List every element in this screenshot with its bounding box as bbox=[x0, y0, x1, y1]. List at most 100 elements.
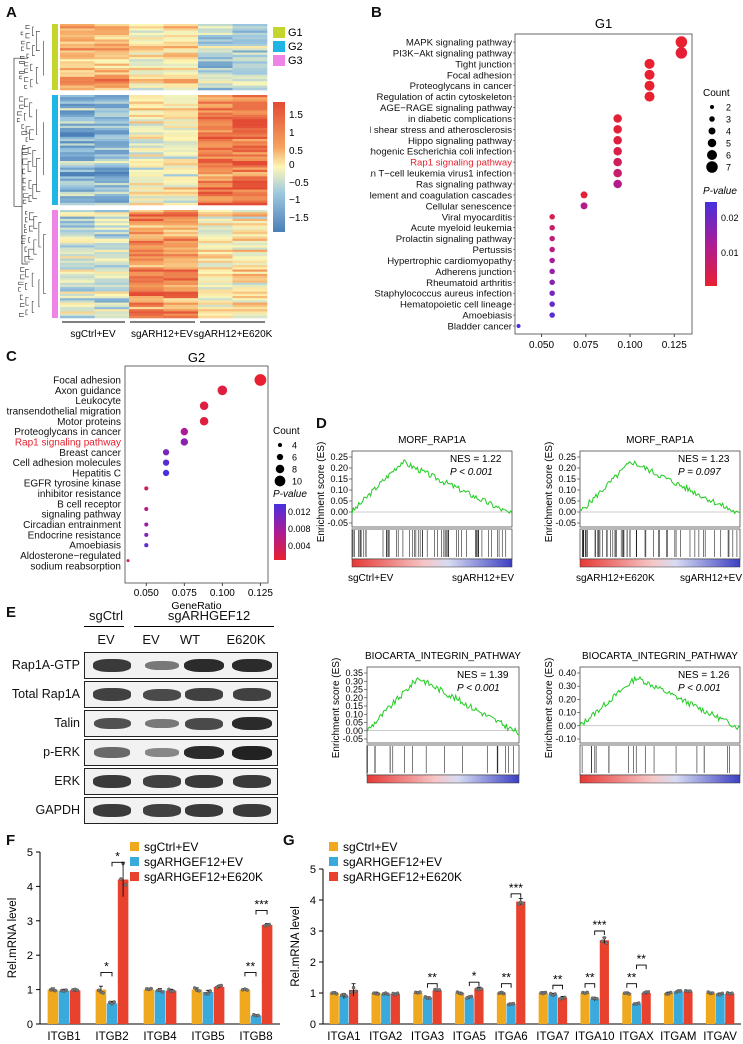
heatmap-cell bbox=[129, 267, 164, 270]
heatmap-cell bbox=[129, 130, 164, 133]
dendrogram-branch bbox=[43, 234, 46, 294]
gsea-title: MORF_RAP1A bbox=[626, 435, 694, 446]
heatmap-cell bbox=[94, 240, 130, 244]
heatmap-cell bbox=[232, 225, 268, 228]
heatmap-cell bbox=[60, 311, 95, 314]
heatmap-cell bbox=[198, 243, 233, 246]
heatmap-cell bbox=[198, 174, 233, 177]
heatmap-cell bbox=[163, 167, 199, 171]
heatmap-cell bbox=[60, 234, 95, 237]
heatmap-cell bbox=[60, 143, 95, 146]
go-term-label: B cell receptor bbox=[57, 499, 122, 510]
heatmap-cell bbox=[60, 267, 95, 270]
go-term-label: Fluid shear stress and atherosclerosis bbox=[370, 125, 512, 136]
heatmap-cell bbox=[60, 28, 95, 31]
enrichment-dot bbox=[126, 559, 130, 563]
dendrogram-branch bbox=[19, 294, 23, 300]
legend-label-g3: G3 bbox=[288, 55, 303, 67]
significance-bracket bbox=[510, 893, 522, 898]
plot-frame bbox=[124, 365, 269, 584]
blot-band bbox=[184, 745, 224, 760]
heatmap-cell bbox=[163, 54, 199, 58]
heatmap-cell bbox=[129, 260, 164, 264]
bar bbox=[381, 993, 391, 1024]
enrichment-dot bbox=[144, 543, 149, 548]
heatmap-cell bbox=[60, 87, 95, 91]
heatmap-cell bbox=[198, 139, 233, 142]
heatmap-cell bbox=[198, 194, 233, 197]
heatmap-cell bbox=[163, 134, 199, 138]
heatmap-cell bbox=[232, 284, 268, 288]
heatmap-cell bbox=[232, 65, 268, 69]
heatmap-cell bbox=[232, 216, 268, 220]
pvalue-tick: 0.012 bbox=[288, 507, 311, 517]
heatmap-cell bbox=[94, 136, 130, 140]
enrichment-dot bbox=[613, 157, 622, 167]
go-term-label: Focal adhesion bbox=[53, 376, 121, 387]
enrichment-dot bbox=[199, 417, 209, 426]
heatmap-cell bbox=[94, 57, 130, 60]
heatmap-cell bbox=[129, 119, 164, 122]
heatmap-cell bbox=[163, 254, 199, 257]
heatmap-cell bbox=[232, 243, 268, 246]
heatmap-cell bbox=[232, 150, 268, 153]
gsea-es-frame bbox=[351, 450, 513, 528]
heatmap-cell bbox=[198, 269, 233, 272]
heatmap-cell bbox=[60, 174, 95, 177]
heatmap-cell bbox=[94, 26, 130, 29]
dendrogram-branch bbox=[25, 211, 28, 215]
blot-band bbox=[145, 748, 179, 757]
panel-label-b: B bbox=[371, 4, 382, 21]
go-term-label: Staphylococcus aureus infection bbox=[374, 289, 512, 300]
heatmap-cell bbox=[94, 99, 130, 102]
y-tick-label: 0.40 bbox=[558, 668, 576, 678]
heatmap-cell bbox=[60, 150, 95, 153]
heatmap-cell bbox=[163, 296, 199, 299]
heatmap-cell bbox=[198, 229, 233, 233]
size-legend-label: 2 bbox=[726, 103, 731, 113]
x-tick-label: 0.075 bbox=[573, 340, 598, 348]
dendrogram-branch bbox=[24, 84, 27, 89]
size-legend-dot bbox=[275, 464, 285, 474]
heatmap-cell bbox=[94, 143, 130, 146]
dendrogram-branch bbox=[23, 113, 26, 121]
heatmap-cell bbox=[163, 251, 199, 255]
heatmap-cell bbox=[198, 254, 233, 257]
heatmap-cell bbox=[163, 313, 199, 317]
heatmap-cell bbox=[60, 307, 95, 310]
heatmap-cell bbox=[60, 232, 95, 235]
replicate-dot bbox=[669, 990, 673, 995]
heatmap-cell bbox=[232, 114, 268, 118]
heatmap-cell bbox=[232, 180, 268, 184]
dendrogram-branch bbox=[19, 96, 24, 102]
heatmap-cell bbox=[232, 296, 268, 299]
heatmap-cell bbox=[232, 229, 268, 233]
heatmap-cell bbox=[94, 63, 130, 67]
heatmap-cell bbox=[232, 293, 268, 297]
heatmap-cell bbox=[163, 147, 199, 151]
es-curve bbox=[351, 459, 513, 514]
heatmap-cell bbox=[94, 139, 130, 142]
replicate-dot bbox=[627, 992, 631, 996]
heatmap-cell bbox=[129, 141, 164, 144]
heatmap-cell bbox=[163, 106, 199, 109]
heatmap-cell bbox=[198, 276, 233, 279]
enrichment-dot bbox=[580, 191, 588, 199]
size-legend-title: Count bbox=[703, 88, 730, 99]
heatmap-cell bbox=[163, 298, 199, 301]
heatmap-cell bbox=[94, 50, 130, 53]
heatmap-cell bbox=[198, 147, 233, 151]
heatmap-cell bbox=[129, 158, 164, 162]
go-term-label: Hematopoietic cell lineage bbox=[400, 300, 512, 311]
go-term-label: signaling pathway bbox=[42, 510, 122, 521]
y-tick-label: -0.10 bbox=[555, 734, 576, 744]
heatmap-cell bbox=[232, 198, 268, 201]
heatmap-cell bbox=[129, 236, 164, 239]
bar bbox=[432, 990, 442, 1024]
heatmap-cell bbox=[232, 103, 268, 107]
heatmap-cell bbox=[198, 293, 233, 297]
bar bbox=[95, 989, 107, 1024]
heatmap-cell bbox=[163, 271, 199, 275]
heatmap-cell bbox=[163, 37, 199, 40]
heatmap-cells bbox=[60, 24, 268, 319]
